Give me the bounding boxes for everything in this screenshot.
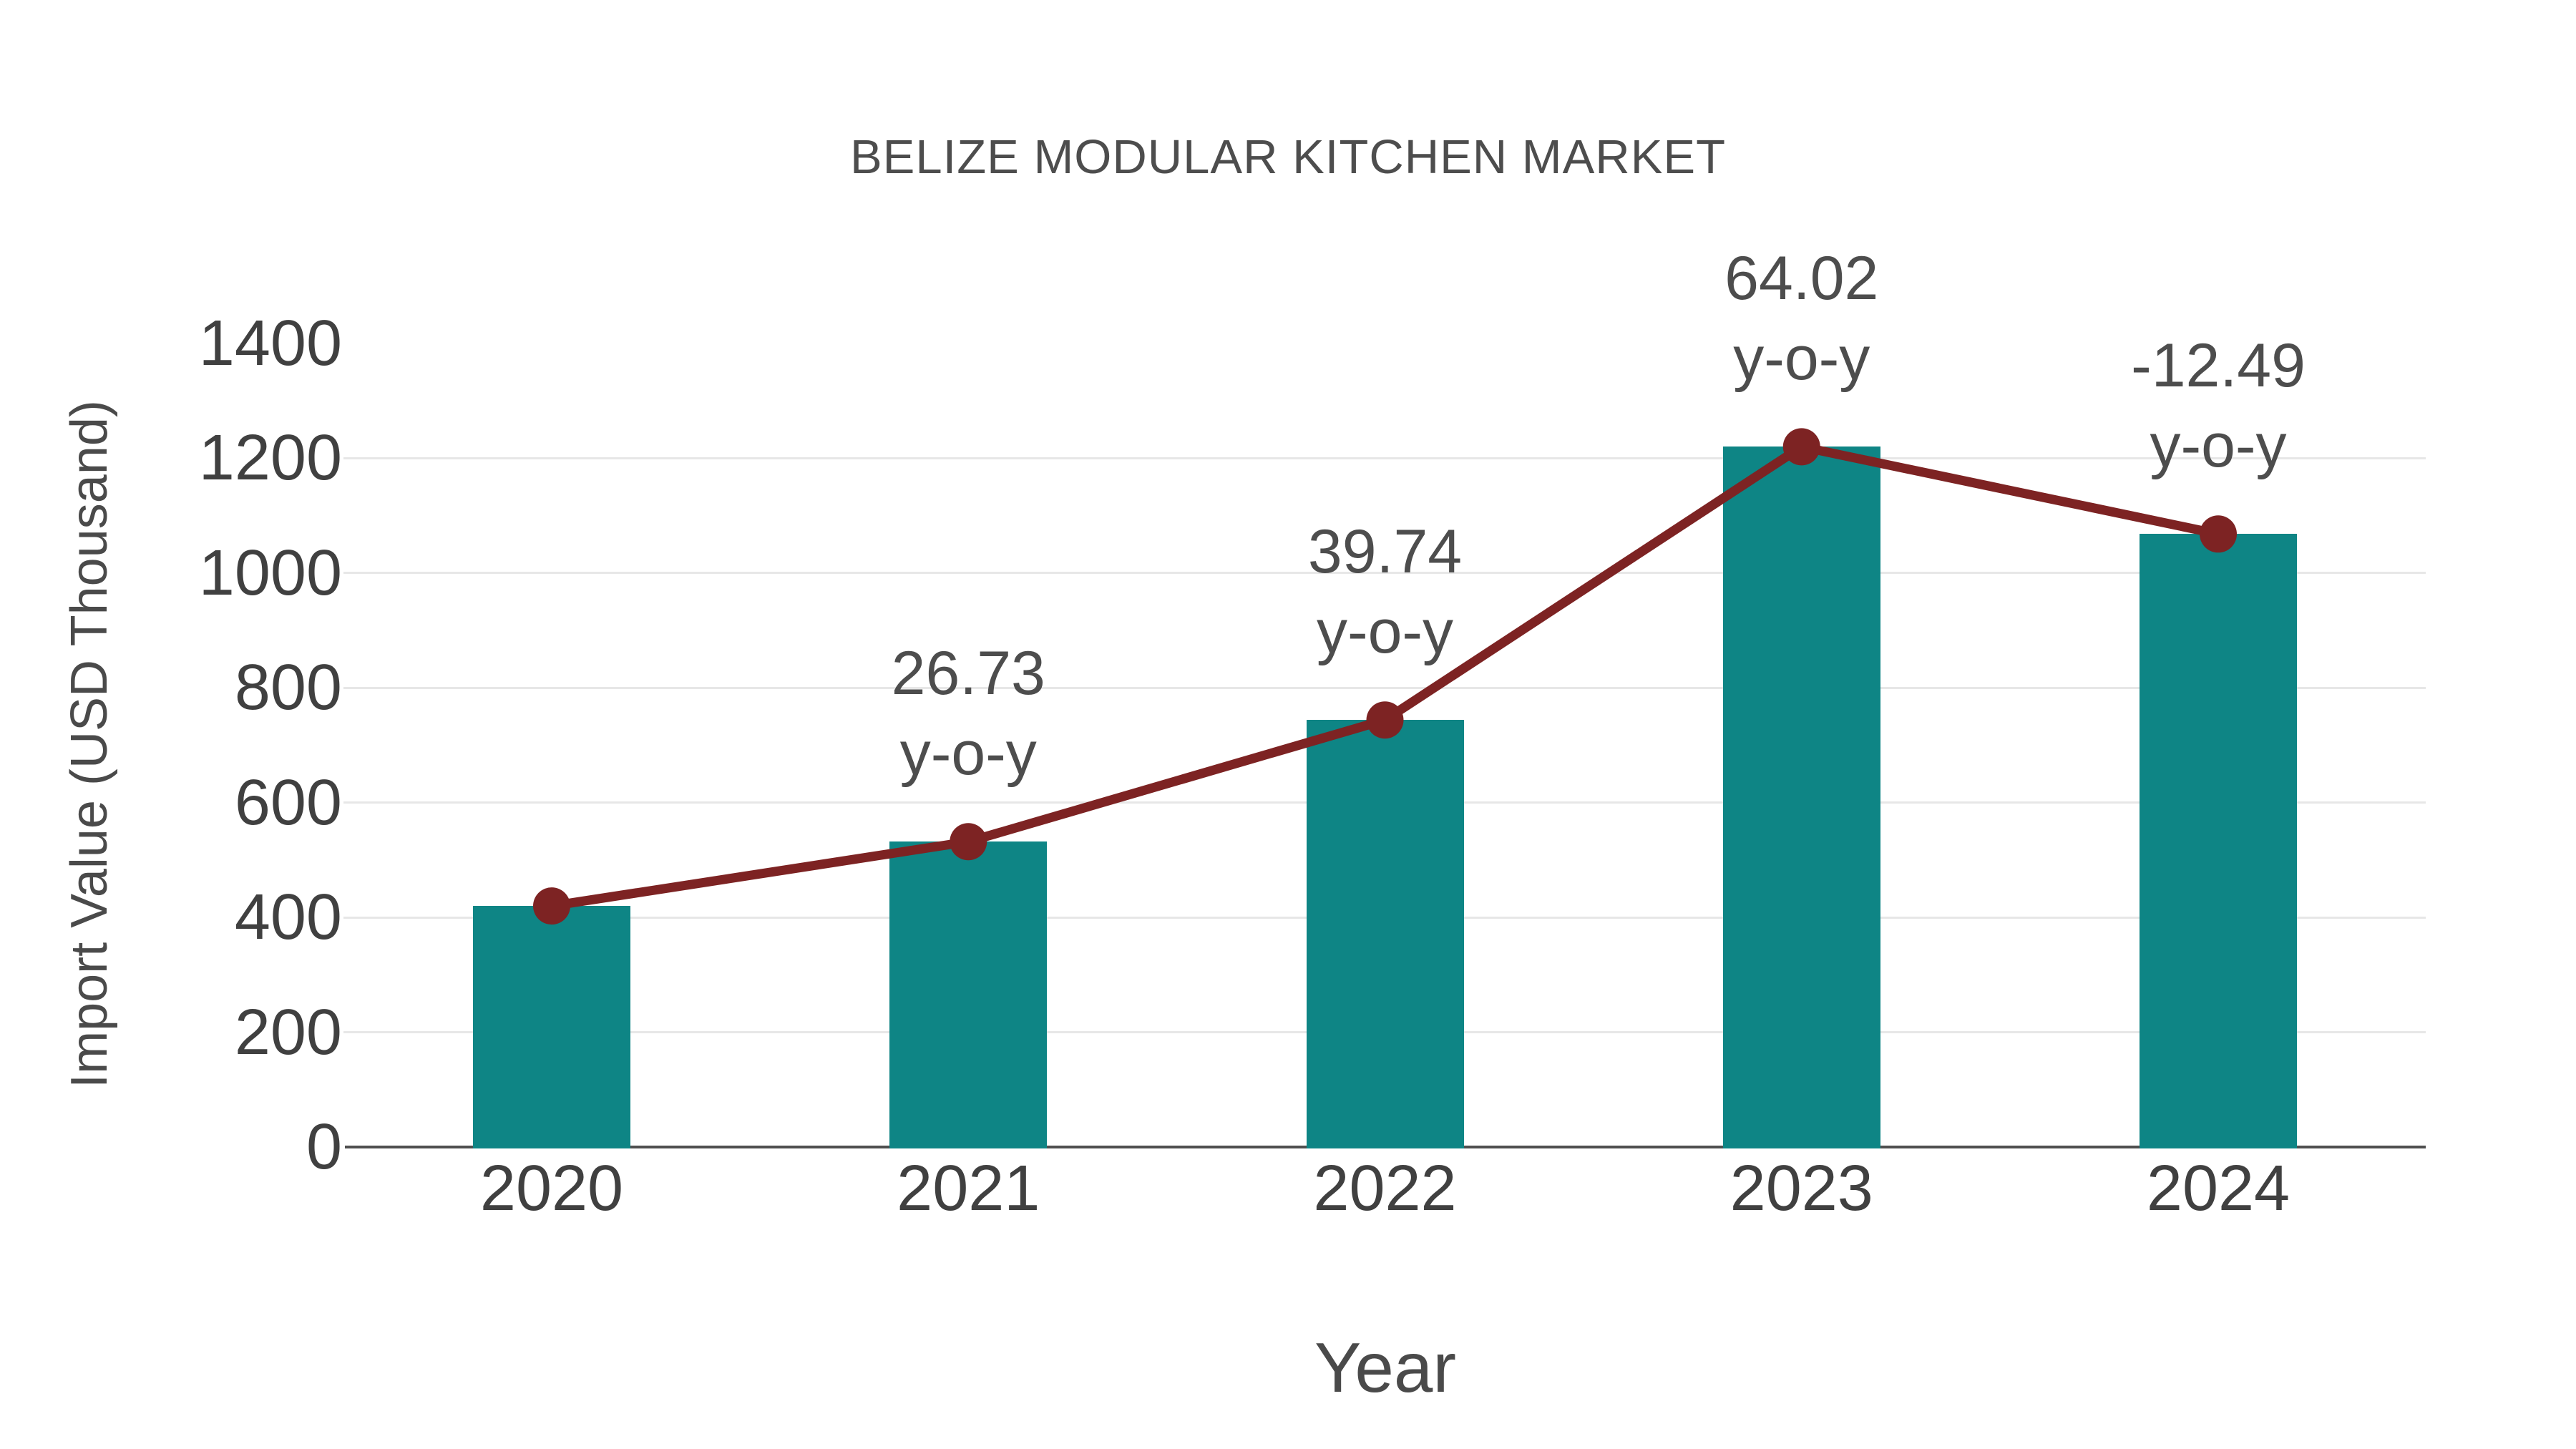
gridline-800 bbox=[343, 686, 2426, 689]
bar-2023 bbox=[1722, 447, 1880, 1148]
bar-2022 bbox=[1306, 720, 1464, 1148]
y-tick-label-0: 0 bbox=[306, 1111, 342, 1183]
chart-title: BELIZE MODULAR KITCHEN MARKET bbox=[849, 130, 1726, 184]
y-tick-label-600: 600 bbox=[234, 766, 342, 839]
x-tick-label-2022: 2022 bbox=[1313, 1153, 1457, 1224]
x-tick-label-2021: 2021 bbox=[897, 1153, 1040, 1224]
x-tick-label-2020: 2020 bbox=[479, 1153, 624, 1224]
y-tick-label-1200: 1200 bbox=[198, 422, 342, 494]
y-tick-label-800: 800 bbox=[234, 652, 342, 724]
annotation-2024: -12.49 y-o-y bbox=[2131, 331, 2306, 481]
bar-2020 bbox=[473, 906, 630, 1148]
bar-2024 bbox=[2140, 534, 2297, 1148]
x-tick-label-2024: 2024 bbox=[2146, 1153, 2290, 1224]
y-tick-label-200: 200 bbox=[234, 996, 342, 1068]
y-tick-label-1000: 1000 bbox=[198, 537, 342, 609]
annotation-2021: 26.73 y-o-y bbox=[891, 639, 1045, 789]
x-tick-label-2023: 2023 bbox=[1729, 1153, 1873, 1224]
x-axis-title: Year bbox=[1314, 1328, 1456, 1407]
y-tick-label-1400: 1400 bbox=[198, 308, 342, 379]
annotation-2023: 64.02 y-o-y bbox=[1724, 244, 1879, 394]
y-tick-label-400: 400 bbox=[234, 882, 342, 954]
bar-2021 bbox=[889, 841, 1048, 1148]
annotation-2022: 39.74 y-o-y bbox=[1307, 517, 1463, 667]
